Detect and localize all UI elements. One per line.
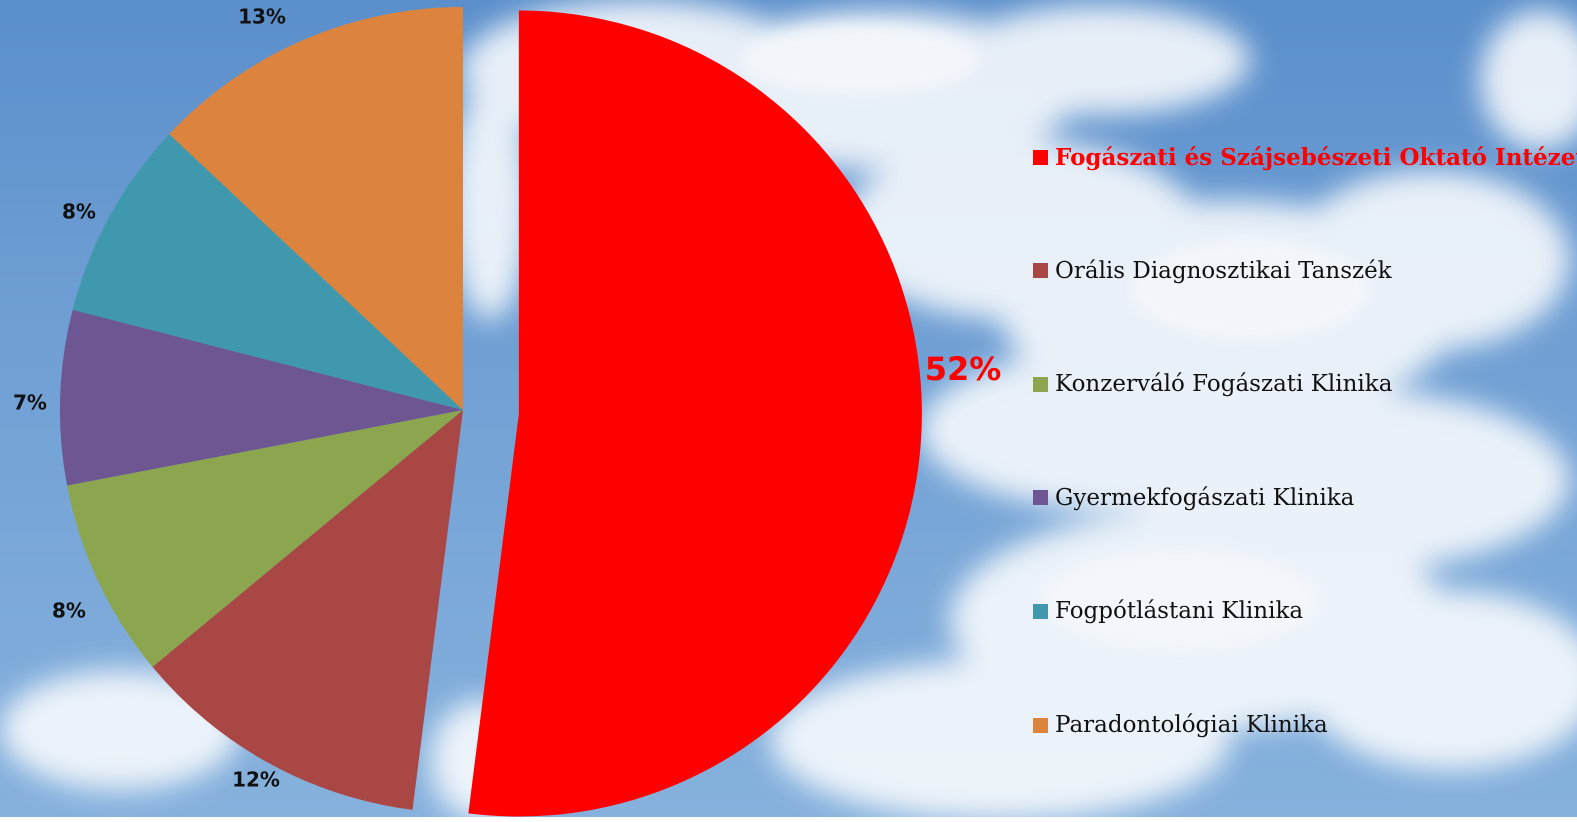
legend-label: Orális Diagnosztikai Tanszék bbox=[1055, 257, 1392, 284]
slice-data-label: 8% bbox=[52, 599, 86, 623]
legend-item: Konzerváló Fogászati Klinika bbox=[1033, 367, 1392, 401]
legend-swatch bbox=[1033, 603, 1048, 619]
legend-swatch bbox=[1033, 717, 1048, 733]
pie-slice bbox=[60, 309, 464, 486]
pie-slice bbox=[152, 410, 464, 810]
legend-item: Orális Diagnosztikai Tanszék bbox=[1033, 254, 1392, 288]
slice-data-label: 12% bbox=[232, 768, 280, 792]
legend-item: Fogpótlástani Klinika bbox=[1033, 594, 1303, 628]
legend-label: Fogpótlástani Klinika bbox=[1055, 598, 1304, 625]
slice-data-label: 52% bbox=[925, 350, 1002, 388]
pie-slice bbox=[72, 134, 464, 411]
legend-swatch bbox=[1033, 490, 1048, 506]
legend-item: Gyermekfogászati Klinika bbox=[1033, 481, 1354, 515]
legend-item: Paradontológiai Klinika bbox=[1033, 708, 1328, 742]
pie-slice bbox=[169, 7, 463, 410]
legend-swatch bbox=[1033, 263, 1048, 279]
slice-data-label: 8% bbox=[62, 200, 96, 224]
legend-label: Konzerváló Fogászati Klinika bbox=[1055, 371, 1393, 398]
pie-slice bbox=[67, 410, 463, 667]
legend-label: Paradontológiai Klinika bbox=[1055, 712, 1328, 738]
slice-data-label: 7% bbox=[13, 391, 47, 415]
legend-swatch bbox=[1033, 376, 1048, 392]
legend-label: Fogászati és Szájsebészeti Oktató Intéze… bbox=[1055, 143, 1577, 171]
slice-data-label: 13% bbox=[238, 5, 286, 29]
legend-label: Gyermekfogászati Klinika bbox=[1055, 484, 1355, 511]
pie-slice bbox=[468, 10, 922, 817]
legend-item: Fogászati és Szájsebészeti Oktató Intéze… bbox=[1033, 140, 1577, 174]
legend-swatch bbox=[1033, 149, 1048, 165]
